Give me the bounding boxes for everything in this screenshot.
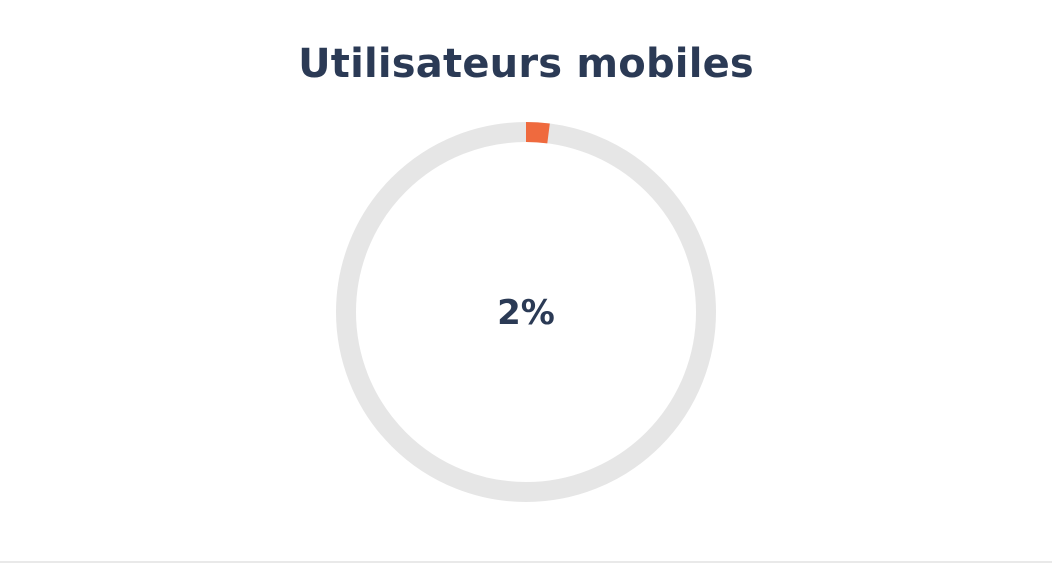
donut-chart [336,122,716,502]
chart-title: Utilisateurs mobiles [298,41,754,87]
center-value: 2% [497,293,555,333]
donut-segment [525,122,550,144]
bottom-divider [0,561,1052,563]
